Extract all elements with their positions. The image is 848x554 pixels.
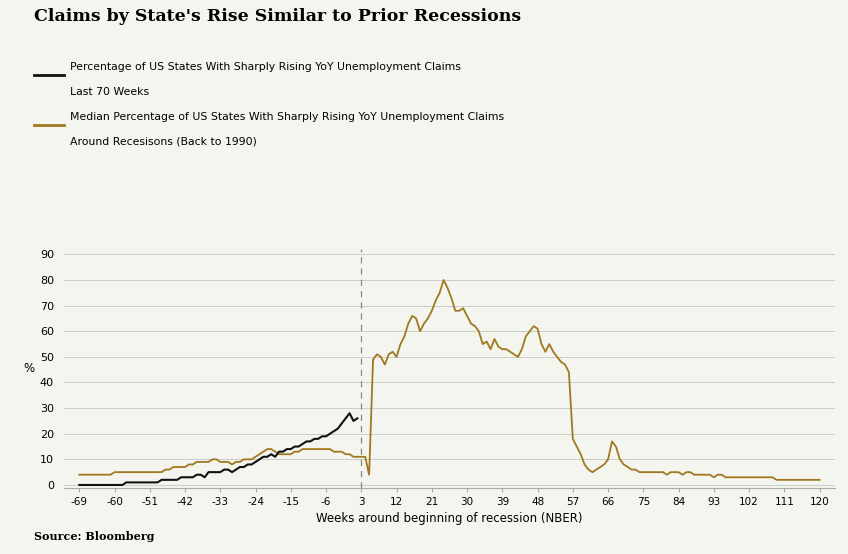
Text: Source: Bloomberg: Source: Bloomberg bbox=[34, 531, 154, 542]
Text: Around Recesisons (Back to 1990): Around Recesisons (Back to 1990) bbox=[70, 137, 256, 147]
Text: Median Percentage of US States With Sharply Rising YoY Unemployment Claims: Median Percentage of US States With Shar… bbox=[70, 112, 504, 122]
Y-axis label: %: % bbox=[23, 362, 34, 375]
Text: Last 70 Weeks: Last 70 Weeks bbox=[70, 87, 148, 97]
Text: Claims by State's Rise Similar to Prior Recessions: Claims by State's Rise Similar to Prior … bbox=[34, 8, 521, 25]
Text: Percentage of US States With Sharply Rising YoY Unemployment Claims: Percentage of US States With Sharply Ris… bbox=[70, 62, 460, 72]
X-axis label: Weeks around beginning of recession (NBER): Weeks around beginning of recession (NBE… bbox=[316, 512, 583, 525]
